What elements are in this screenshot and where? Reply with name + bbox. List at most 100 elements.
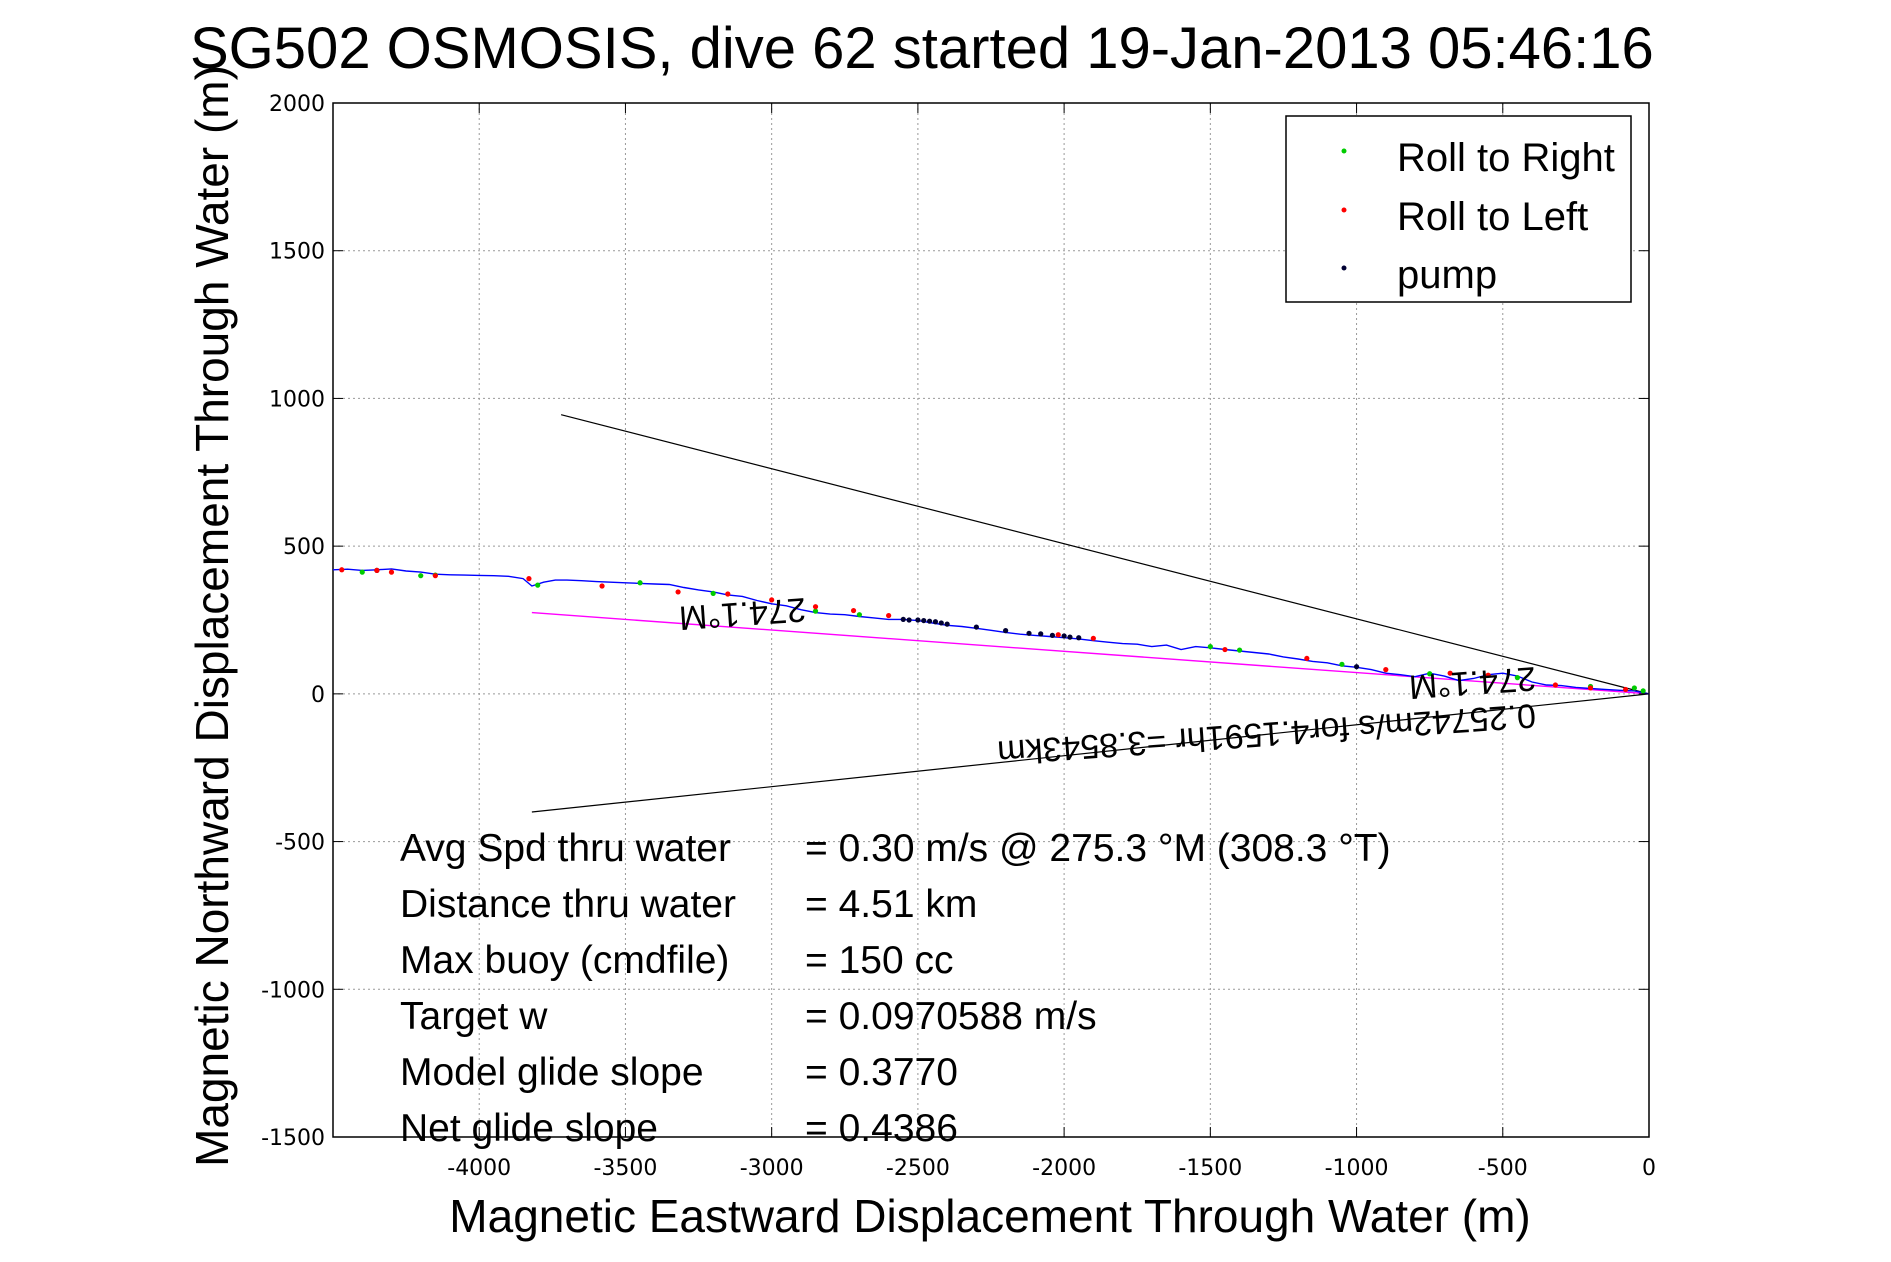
- roll-right-point: [1339, 661, 1345, 667]
- roll-left-point: [886, 612, 892, 619]
- stat-value: = 0.3770: [805, 1051, 958, 1094]
- pump-point: [1067, 634, 1073, 640]
- stat-value: = 0.30 m/s @ 275.3 °M (308.3 °T): [805, 827, 1391, 870]
- roll-left-point: [526, 576, 532, 582]
- x-tick-label: -1500: [1178, 1156, 1242, 1181]
- current-label: 0.25742m/s for4.1591hr =3.8543km: [996, 696, 1537, 772]
- stat-label: Distance thru water: [400, 883, 736, 926]
- pump-point: [915, 617, 921, 623]
- roll-right-point: [1207, 643, 1213, 650]
- x-tick-label: -2500: [886, 1156, 950, 1181]
- roll-right-point: [1640, 688, 1646, 694]
- legend-label-pump: pump: [1397, 253, 1497, 297]
- pump-point: [921, 617, 927, 624]
- y-axis-label: Magnetic Northward Displacement Through …: [186, 65, 238, 1167]
- x-tick-label: -3500: [593, 1156, 657, 1181]
- chart-title: SG502 OSMOSIS, dive 62 started 19-Jan-20…: [190, 16, 1654, 81]
- legend-marker-roll-right: [1341, 148, 1347, 154]
- roll-left-point: [1447, 670, 1453, 676]
- x-tick-label: 0: [1642, 1156, 1656, 1181]
- roll-right-point: [418, 573, 424, 579]
- stat-value: = 4.51 km: [805, 883, 977, 926]
- pump-point: [973, 624, 979, 630]
- x-axis-label: Magnetic Eastward Displacement Through W…: [449, 1190, 1530, 1242]
- legend-marker-roll-left: [1341, 207, 1347, 213]
- roll-left-point: [812, 604, 819, 610]
- pump-point: [1353, 664, 1360, 670]
- roll-right-point: [1236, 647, 1243, 653]
- pump-point: [944, 621, 950, 627]
- x-tick-label: -1000: [1325, 1156, 1389, 1181]
- y-tick-label: 500: [283, 535, 325, 560]
- x-tick-label: -500: [1478, 1156, 1528, 1181]
- roll-right-point: [812, 608, 819, 614]
- x-tick-label: -2000: [1032, 1156, 1096, 1181]
- roll-right-point: [856, 612, 863, 618]
- stat-label: Net glide slope: [400, 1107, 658, 1150]
- pump-point: [1038, 631, 1044, 637]
- roll-left-point: [388, 569, 395, 575]
- y-tick-label: 1000: [269, 387, 325, 412]
- y-tick-label: 1500: [269, 240, 325, 265]
- legend: Roll to Right Roll to Left pump: [1285, 115, 1632, 303]
- roll-left-point: [769, 597, 775, 603]
- stat-value: = 0.0970588 m/s: [805, 995, 1097, 1038]
- roll-left-point: [339, 567, 345, 573]
- y-tick-label: 0: [311, 683, 325, 708]
- roll-left-point: [1623, 686, 1629, 693]
- roll-left-point: [1222, 646, 1228, 653]
- roll-right-point: [1427, 671, 1433, 677]
- heading-label-far: 274.1°M: [678, 590, 807, 637]
- pump-point: [926, 618, 933, 624]
- stat-label: Target w: [400, 995, 548, 1038]
- stat-label: Model glide slope: [400, 1051, 704, 1094]
- stat-label: Avg Spd thru water: [400, 827, 731, 870]
- roll-left-point: [1090, 635, 1096, 641]
- cone-lines: [531, 414, 1650, 813]
- legend-label-roll-right: Roll to Right: [1397, 136, 1615, 180]
- roll-left-point: [675, 589, 681, 595]
- markers-layer: [339, 567, 1646, 694]
- pump-point: [1061, 633, 1067, 639]
- x-tick-label: -3000: [740, 1156, 804, 1181]
- heading-label-near: 274.1°M: [1408, 659, 1537, 706]
- cone-line: [560, 414, 1650, 695]
- pump-point: [938, 620, 944, 626]
- roll-left-point: [1304, 655, 1310, 662]
- x-tick-label: -4000: [447, 1156, 511, 1181]
- stats-block: Avg Spd thru water = 0.30 m/s @ 275.3 °M…: [400, 827, 1391, 1150]
- roll-left-point: [1485, 672, 1491, 678]
- pump-point: [1076, 635, 1082, 641]
- roll-left-point: [1587, 685, 1594, 691]
- roll-left-point: [1055, 632, 1061, 638]
- ticks-layer: -4000 -3500 -3000 -2500 -2000 -1500 -1000 -500 0…: [261, 92, 1656, 1181]
- y-tick-label: 2000: [269, 92, 325, 117]
- plot-frame: [332, 102, 1650, 1138]
- stat-value: = 0.4386: [805, 1107, 958, 1150]
- cone-line: [531, 693, 1650, 813]
- stat-value: = 150 cc: [805, 939, 954, 982]
- legend-marker-pump: [1341, 265, 1347, 271]
- roll-left-point: [1383, 667, 1389, 673]
- roll-right-point: [637, 580, 643, 586]
- roll-right-point: [710, 590, 716, 597]
- y-tick-label: -1000: [261, 978, 325, 1003]
- roll-right-point: [1631, 685, 1637, 691]
- roll-right-point: [1514, 675, 1520, 681]
- legend-label-roll-left: Roll to Left: [1397, 195, 1588, 239]
- y-tick-label: -1500: [261, 1126, 325, 1151]
- roll-left-point: [374, 567, 380, 573]
- y-tick-label: -500: [275, 831, 325, 856]
- pump-point: [1026, 630, 1032, 636]
- pump-point: [932, 619, 939, 625]
- pump-point: [1003, 628, 1009, 634]
- stat-label: Max buoy (cmdfile): [400, 939, 729, 982]
- roll-left-point: [432, 573, 438, 579]
- pump-point: [906, 617, 912, 623]
- pump-point: [1049, 632, 1056, 638]
- roll-left-point: [599, 583, 605, 589]
- roll-left-point: [850, 607, 857, 614]
- roll-right-point: [535, 582, 541, 588]
- pump-point: [900, 616, 906, 623]
